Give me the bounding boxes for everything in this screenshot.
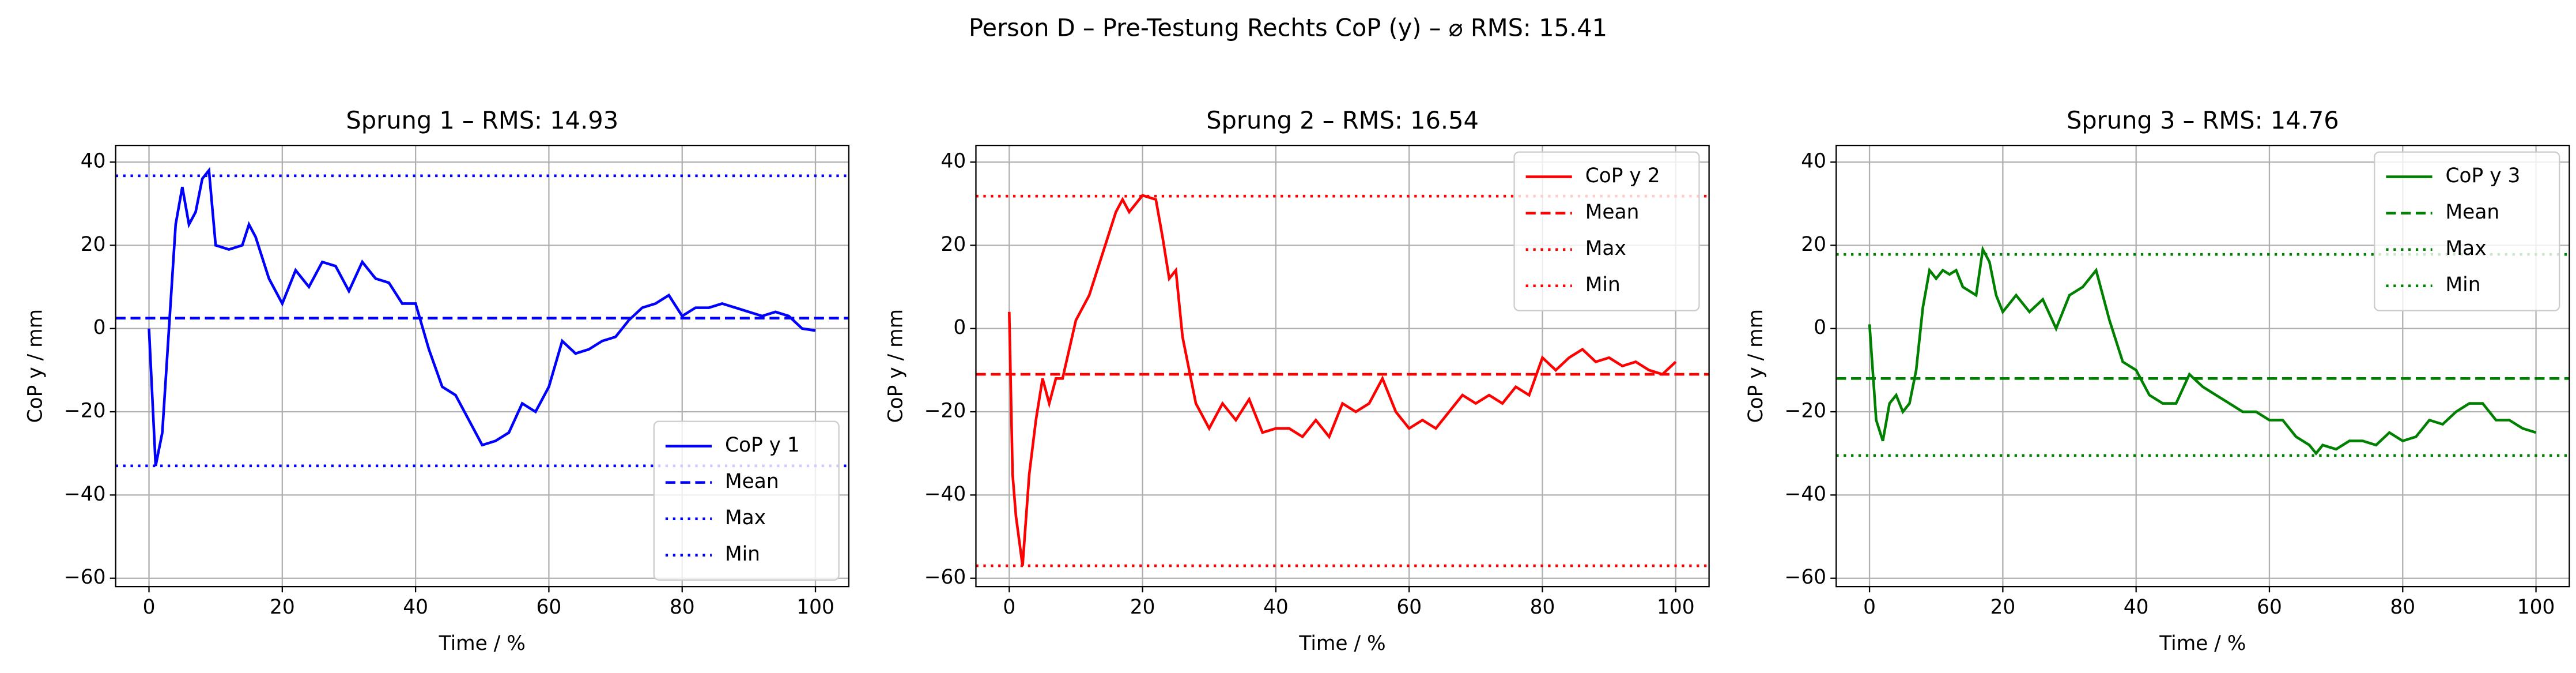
- legend-label: Min: [2446, 273, 2481, 296]
- x-tick-label: 40: [1263, 596, 1289, 619]
- y-axis-label: CoP y / mm: [884, 309, 907, 423]
- y-tick-label: 20: [81, 233, 106, 256]
- y-axis-label: CoP y / mm: [24, 309, 47, 423]
- y-tick-label: −40: [1785, 483, 1827, 506]
- x-tick-label: 100: [796, 596, 834, 619]
- y-axis-label: CoP y / mm: [1744, 309, 1767, 423]
- chart-title: Sprung 2 – RMS: 16.54: [1206, 106, 1479, 134]
- legend-label: Max: [1585, 237, 1626, 260]
- data-line: [148, 167, 816, 467]
- y-tick-label: −20: [924, 400, 966, 423]
- x-tick-label: 80: [670, 596, 695, 619]
- y-tick-label: −20: [64, 400, 106, 423]
- legend-label: CoP y 1: [725, 434, 800, 457]
- data-line: [1008, 194, 1677, 566]
- y-tick-label: −60: [64, 566, 106, 589]
- x-tick-label: 60: [537, 596, 562, 619]
- chart-title: Sprung 3 – RMS: 14.76: [2067, 106, 2339, 134]
- plot-frame: [1835, 144, 2570, 588]
- x-tick-label: 0: [1003, 596, 1015, 619]
- y-tick-label: 40: [81, 150, 106, 173]
- x-tick-label: 100: [1657, 596, 1695, 619]
- x-tick-label: 60: [1396, 596, 1422, 619]
- x-tick-label: 40: [2124, 596, 2149, 619]
- legend-box: [1513, 151, 1700, 311]
- y-tick-label: −60: [1785, 566, 1827, 589]
- x-tick-label: 0: [1863, 596, 1876, 619]
- legend-label: Max: [2446, 237, 2487, 260]
- legend-box: [2374, 151, 2560, 311]
- y-tick-label: −40: [64, 483, 106, 506]
- legend-label: Mean: [1585, 201, 1640, 224]
- x-tick-label: 20: [1130, 596, 1155, 619]
- y-tick-label: 40: [941, 150, 966, 173]
- x-axis-label: Time / %: [439, 632, 526, 655]
- legend-label: CoP y 3: [2446, 164, 2521, 187]
- x-tick-label: 80: [2390, 596, 2415, 619]
- legend-box: [653, 420, 840, 581]
- y-tick-label: 20: [941, 233, 966, 256]
- legend-label: Mean: [725, 470, 779, 493]
- x-tick-label: 100: [2517, 596, 2555, 619]
- chart-title: Sprung 1 – RMS: 14.93: [346, 106, 618, 134]
- y-tick-label: 0: [93, 316, 106, 339]
- y-tick-label: −20: [1785, 400, 1827, 423]
- x-tick-label: 40: [403, 596, 428, 619]
- y-tick-label: −60: [924, 566, 966, 589]
- x-tick-label: 60: [2257, 596, 2282, 619]
- legend: CoP y 1 Mean Max Min: [653, 420, 840, 581]
- legend: CoP y 2 Mean Max Min: [1513, 151, 1700, 311]
- x-axis-label: Time / %: [2159, 632, 2246, 655]
- legend-label: Mean: [2446, 201, 2500, 224]
- legend-label: Min: [1585, 273, 1621, 296]
- legend: CoP y 3 Mean Max Min: [2374, 151, 2560, 311]
- legend-label: Min: [725, 543, 760, 566]
- figure-title: Person D – Pre-Testung Rechts CoP (y) – …: [969, 14, 1607, 42]
- y-tick-label: 40: [1801, 150, 1826, 173]
- y-tick-label: 0: [953, 316, 966, 339]
- legend-label: Max: [725, 506, 766, 529]
- plot-frame: [975, 144, 1710, 588]
- y-tick-label: 0: [1814, 316, 1826, 339]
- x-tick-label: 20: [1990, 596, 2016, 619]
- y-tick-label: −40: [924, 483, 966, 506]
- data-line: [1868, 245, 2537, 456]
- legend-label: CoP y 2: [1585, 164, 1660, 187]
- x-tick-label: 20: [270, 596, 295, 619]
- x-tick-label: 80: [1530, 596, 1555, 619]
- x-tick-label: 0: [143, 596, 156, 619]
- plot-frame: [115, 144, 850, 588]
- y-tick-label: 20: [1801, 233, 1826, 256]
- x-axis-label: Time / %: [1298, 632, 1385, 655]
